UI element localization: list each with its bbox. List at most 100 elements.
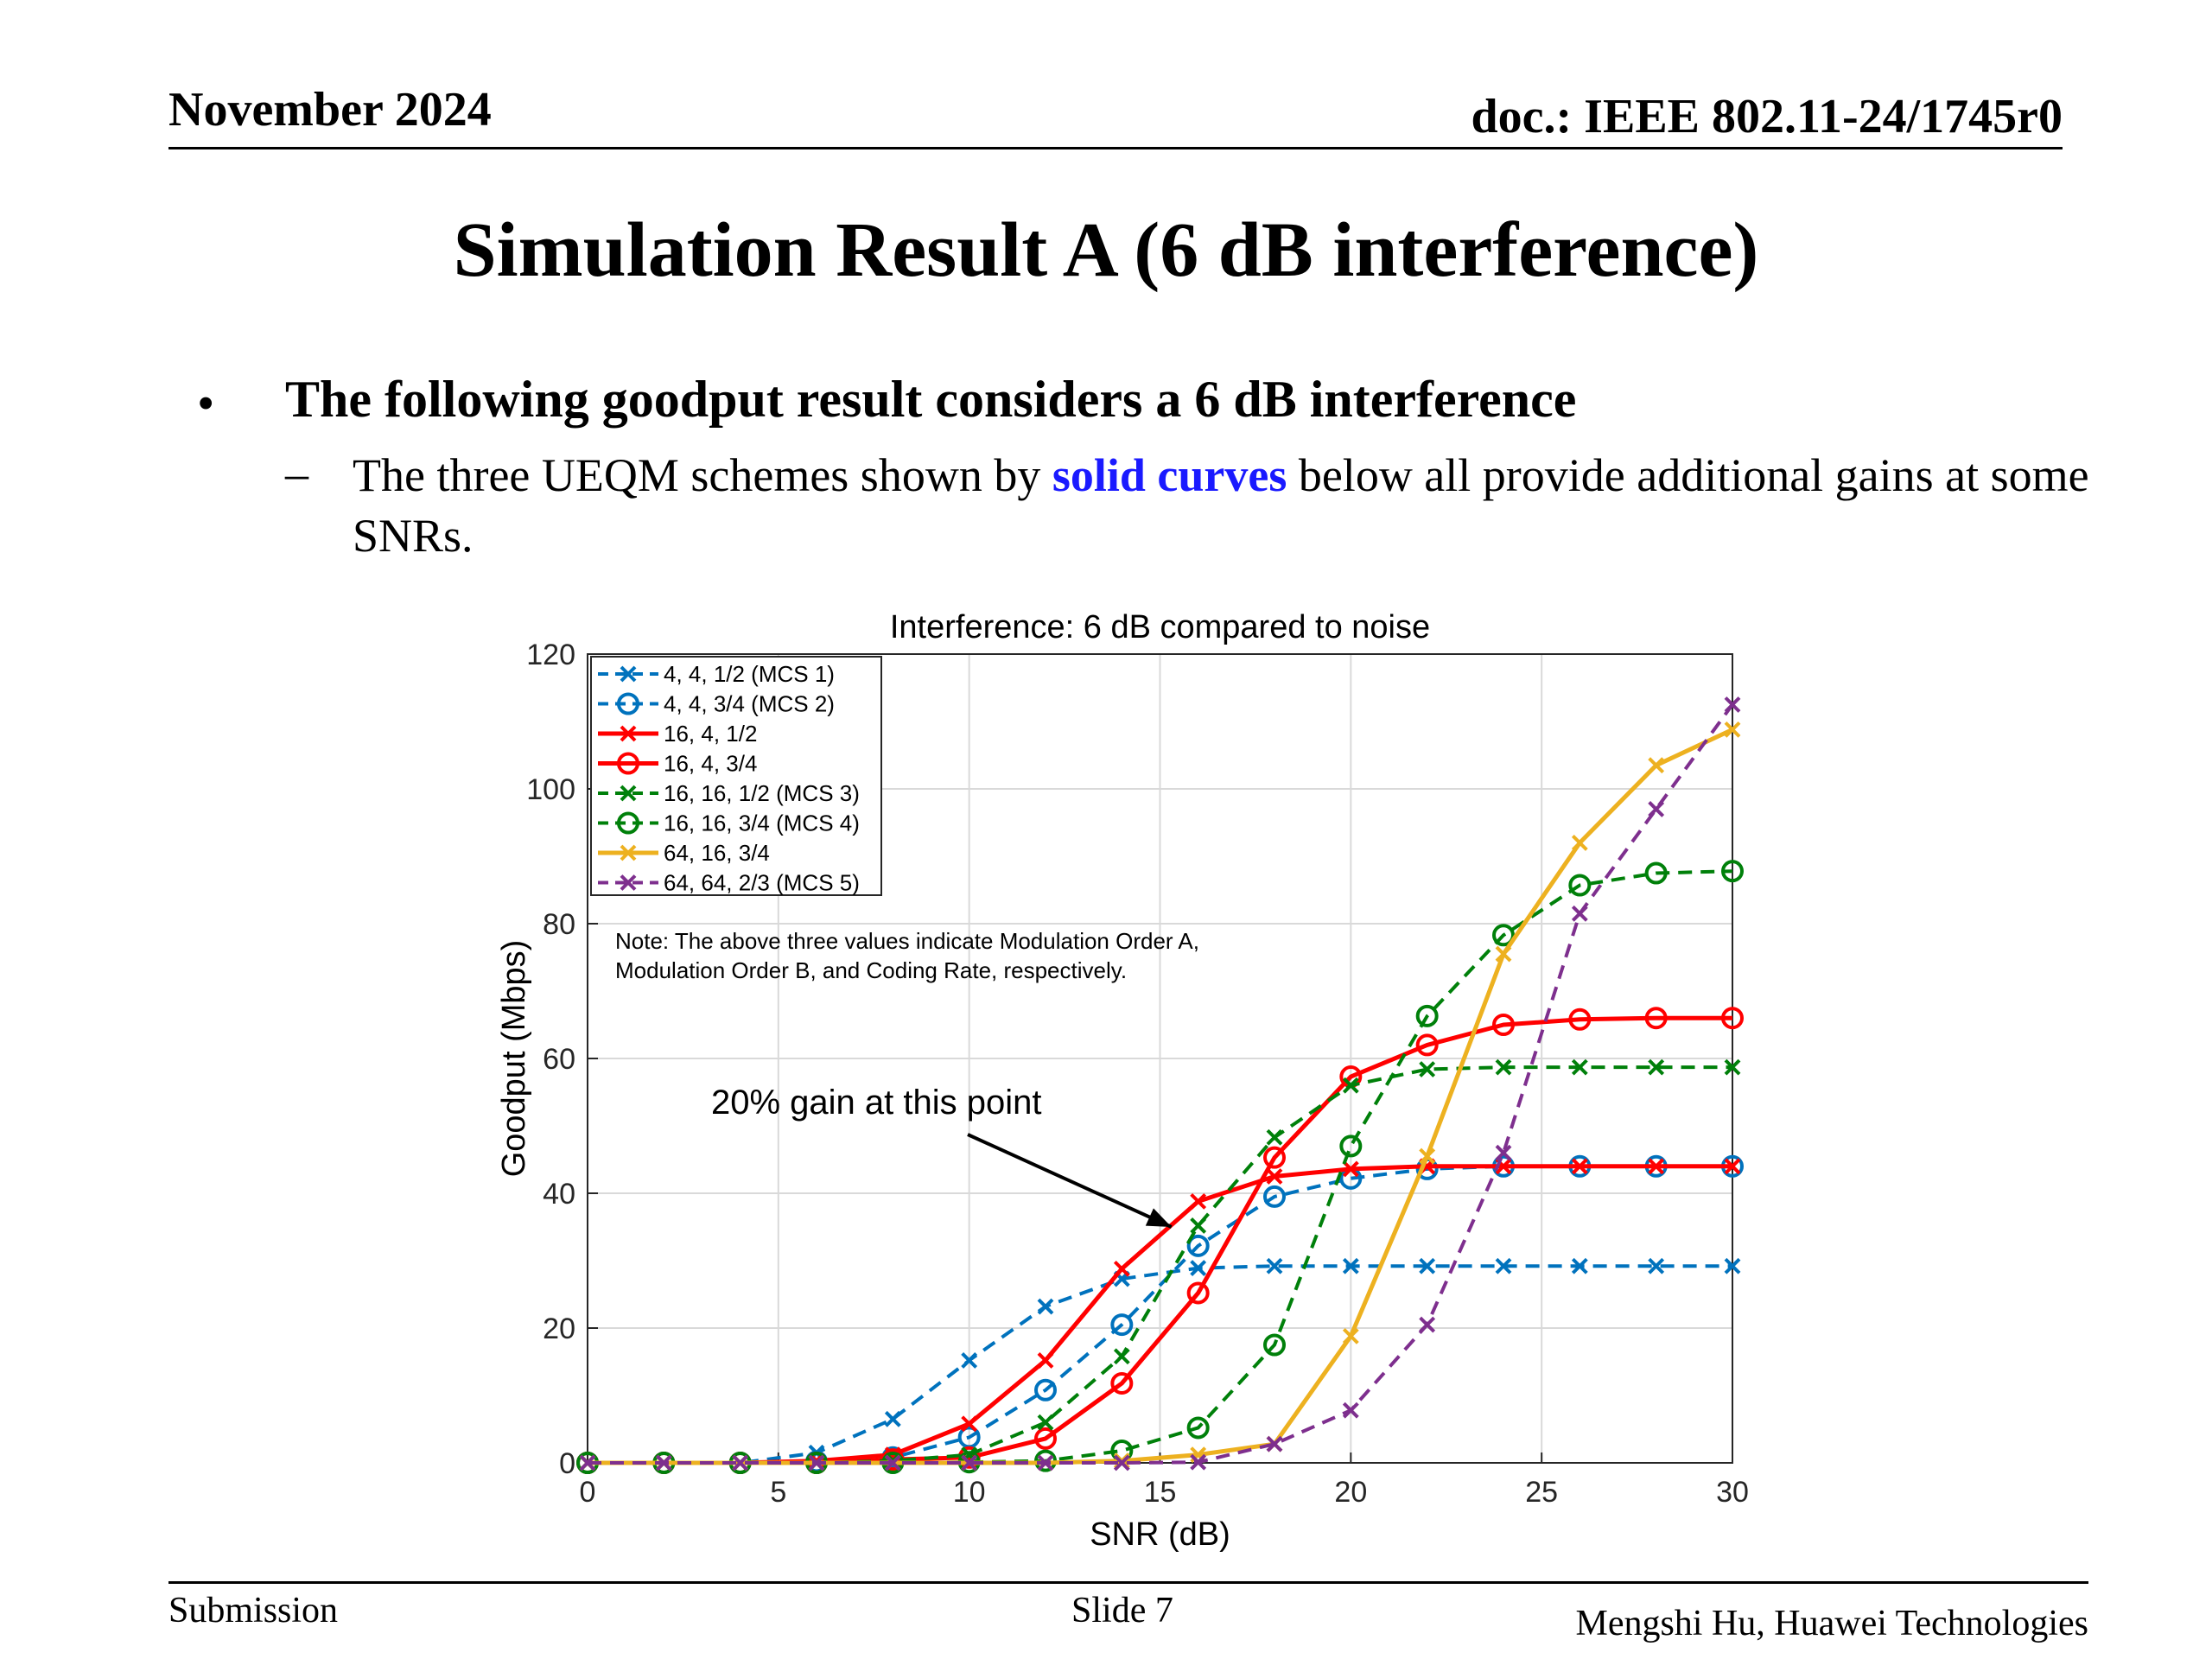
y-tick-label: 20 — [543, 1313, 575, 1345]
legend-label: 16, 4, 3/4 — [664, 751, 757, 777]
legend-marker — [620, 725, 637, 742]
x-tick-label: 15 — [1144, 1476, 1177, 1509]
x-tick-label: 25 — [1525, 1476, 1558, 1509]
data-point-series-8 — [1266, 1435, 1283, 1452]
data-point-series-7 — [1342, 1327, 1359, 1344]
data-point-series-8 — [1342, 1402, 1359, 1419]
data-point-series-8 — [884, 1454, 901, 1471]
data-point-series-3 — [1037, 1352, 1054, 1369]
legend-marker — [620, 844, 637, 861]
data-point-series-5 — [1648, 1058, 1665, 1076]
legend-label: 4, 4, 1/2 (MCS 1) — [664, 661, 835, 687]
legend-label: 16, 16, 3/4 (MCS 4) — [664, 810, 860, 836]
note-annotation-line1: Note: The above three values indicate Mo… — [615, 928, 1199, 954]
legend-label: 16, 16, 1/2 (MCS 3) — [664, 780, 860, 806]
sub-bullet-marker: – — [285, 448, 308, 499]
data-point-series-8 — [1113, 1454, 1130, 1471]
data-point-series-3 — [1648, 1158, 1665, 1175]
data-point-series-1 — [1495, 1257, 1512, 1274]
data-point-series-7 — [1648, 757, 1665, 774]
footer-author: Mengshi Hu, Huawei Technologies — [1575, 1604, 2088, 1643]
sub-bullet-text-before: The three UEQM schemes shown by — [353, 449, 1052, 501]
data-point-series-1 — [1037, 1298, 1054, 1315]
data-point-series-1 — [1190, 1260, 1207, 1276]
data-point-series-4 — [1568, 1007, 1592, 1031]
slide-title: Simulation Result A (6 dB interference) — [453, 207, 1759, 293]
x-tick-label: 30 — [1716, 1476, 1749, 1509]
data-point-series-5 — [1419, 1061, 1436, 1077]
data-point-series-3 — [1266, 1168, 1283, 1185]
data-point-series-1 — [961, 1352, 978, 1369]
data-point-series-3 — [1190, 1192, 1207, 1210]
data-point-series-8 — [579, 1454, 596, 1471]
data-point-series-6 — [1263, 1333, 1286, 1357]
bullet-text: The following goodput result considers a… — [285, 371, 1577, 428]
header-divider — [168, 147, 2063, 149]
data-point-series-5 — [1342, 1077, 1359, 1094]
data-point-series-2 — [1263, 1185, 1286, 1208]
data-point-series-1 — [1648, 1257, 1665, 1274]
chart-title: Interference: 6 dB compared to noise — [890, 609, 1430, 645]
data-point-series-6 — [1492, 924, 1515, 947]
series-line-1 — [588, 1264, 1732, 1465]
gain-arrow-head — [1145, 1208, 1172, 1227]
y-tick-label: 40 — [543, 1178, 575, 1211]
data-point-series-2 — [1110, 1313, 1134, 1337]
x-tick-label: 0 — [580, 1476, 596, 1509]
data-point-series-4 — [1644, 1007, 1668, 1030]
x-tick-label: 5 — [770, 1476, 786, 1509]
data-point-series-5 — [1266, 1128, 1283, 1146]
data-point-series-3 — [1113, 1260, 1130, 1277]
data-point-series-8 — [1648, 800, 1665, 817]
legend-label: 16, 4, 1/2 — [664, 721, 757, 747]
data-point-series-4 — [1415, 1033, 1439, 1057]
data-point-series-6 — [1186, 1416, 1210, 1440]
legend-marker — [617, 692, 639, 715]
data-point-series-1 — [1419, 1257, 1436, 1274]
data-point-series-8 — [1724, 696, 1741, 713]
data-point-series-4 — [1034, 1427, 1057, 1450]
x-tick-label: 20 — [1334, 1476, 1367, 1509]
data-point-series-5 — [1495, 1058, 1512, 1076]
y-tick-label: 0 — [559, 1447, 575, 1480]
data-point-series-7 — [1419, 1147, 1436, 1165]
data-point-series-4 — [1186, 1281, 1210, 1305]
data-point-series-1 — [1266, 1257, 1283, 1274]
gain-annotation: 20% gain at this point — [711, 1084, 1041, 1122]
legend-label: 4, 4, 3/4 (MCS 2) — [664, 691, 835, 717]
data-point-series-1 — [884, 1410, 901, 1427]
data-point-series-5 — [1190, 1217, 1207, 1234]
header-doc-number: doc.: IEEE 802.11-24/1745r0 — [1471, 90, 2063, 143]
footer-submission: Submission — [168, 1591, 339, 1630]
data-point-series-5 — [1724, 1058, 1741, 1076]
legend-box — [590, 656, 882, 896]
data-point-series-6 — [1644, 861, 1668, 885]
data-point-series-1 — [1571, 1257, 1588, 1274]
data-point-series-6 — [1415, 1004, 1439, 1027]
data-point-series-3 — [1342, 1160, 1359, 1178]
note-annotation-line2: Modulation Order B, and Coding Rate, res… — [615, 957, 1127, 983]
y-tick-label: 80 — [543, 908, 575, 941]
y-tick-label: 100 — [526, 773, 575, 806]
data-point-series-7 — [1724, 721, 1741, 738]
bullet-marker: • — [197, 375, 215, 431]
legend-marker — [617, 752, 639, 775]
y-tick-label: 60 — [543, 1043, 575, 1076]
series-line-8 — [588, 703, 1734, 1465]
legend-marker — [617, 811, 639, 835]
data-point-series-8 — [808, 1454, 825, 1471]
data-point-series-8 — [1037, 1454, 1054, 1471]
data-point-series-7 — [1495, 945, 1512, 963]
sub-bullet-text-after: below all provide additional gains at so… — [353, 449, 2089, 562]
data-point-series-8 — [1190, 1453, 1207, 1471]
data-point-series-4 — [1263, 1146, 1286, 1169]
data-point-series-5 — [1113, 1348, 1130, 1365]
data-point-series-8 — [1495, 1144, 1512, 1161]
data-point-series-1 — [1724, 1257, 1741, 1274]
header-date: November 2024 — [168, 83, 492, 137]
legend-marker — [620, 874, 637, 891]
data-point-series-8 — [1419, 1316, 1436, 1333]
footer-slide-number: Slide 7 — [1071, 1591, 1173, 1630]
legend-marker — [620, 665, 637, 683]
y-axis-label: Goodput (Mbps) — [496, 940, 532, 1178]
